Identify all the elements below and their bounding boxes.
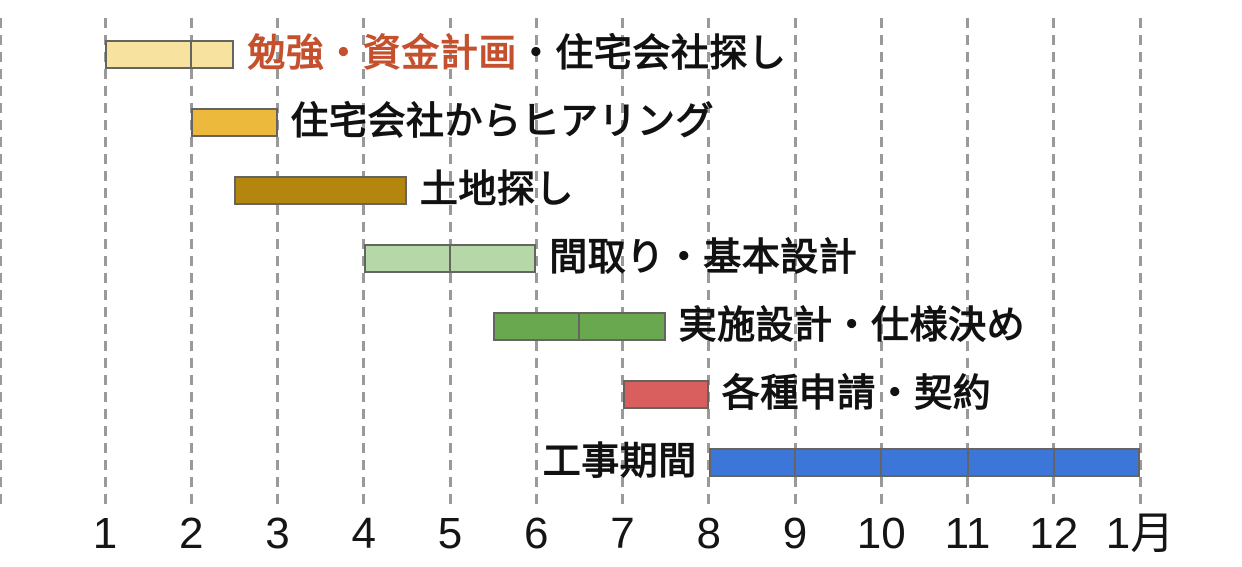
x-axis-tick-label: 6 <box>524 509 549 558</box>
x-axis-tick-label: 7 <box>610 509 635 558</box>
gridline-month-2 <box>189 18 193 508</box>
task-label-part: 勉強・資金計画 <box>247 33 517 75</box>
x-axis-tick-label: 9 <box>782 509 808 558</box>
bar-segment-divider <box>966 447 969 477</box>
gridline-month-11 <box>966 18 969 508</box>
x-axis-tick-label: 12 <box>1029 509 1079 558</box>
gridline-partial-left <box>0 18 2 508</box>
task-label-4: 間取り・基本設計 <box>549 237 858 279</box>
gridline-month-10 <box>879 18 883 508</box>
task-bar-6 <box>622 379 709 409</box>
gridline-month-12 <box>1052 18 1056 508</box>
gridline-month-7 <box>621 18 624 508</box>
gridline-month-9 <box>793 18 797 508</box>
task-label-3: 土地探し <box>419 169 574 211</box>
bar-segment-divider <box>794 447 796 477</box>
gridline-month-8 <box>707 18 711 508</box>
gridline-month-3 <box>276 18 279 508</box>
task-label-2: 住宅会社からヒアリング <box>290 101 715 143</box>
x-axis-tick-label: 1月 <box>1105 509 1175 558</box>
task-label-7: 工事期間 <box>542 441 697 483</box>
task-label-part: ・住宅会社探し <box>516 33 787 75</box>
x-axis-tick-label: 8 <box>696 509 721 558</box>
bar-segment-divider <box>1052 447 1055 477</box>
x-axis-tick-label: 2 <box>179 509 204 558</box>
bar-segment-divider <box>880 447 883 477</box>
x-axis-tick-label: 4 <box>351 509 376 558</box>
x-axis-tick-label: 10 <box>856 509 906 558</box>
gridline-month-1月 <box>1138 18 1142 508</box>
x-axis-tick-label: 5 <box>437 509 463 558</box>
task-label-5: 実施設計・仕様決め <box>678 305 1026 347</box>
task-bar-5 <box>493 311 666 341</box>
x-axis-tick-label: 11 <box>944 509 991 558</box>
bar-segment-divider <box>449 243 451 273</box>
x-axis-tick-label: 1 <box>92 509 118 558</box>
gridline-month-1 <box>103 18 107 508</box>
task-label-6: 各種申請・契約 <box>721 373 992 415</box>
bar-segment-divider <box>578 311 581 341</box>
x-axis-tick-label: 3 <box>265 509 290 558</box>
gridline-month-6 <box>534 18 538 508</box>
task-bar-7 <box>708 447 1140 477</box>
task-bar-3 <box>234 175 407 205</box>
task-bar-4 <box>363 243 537 273</box>
task-bar-1 <box>105 39 235 69</box>
bar-segment-divider <box>190 39 193 69</box>
task-label-1: 勉強・資金計画・住宅会社探し <box>247 35 786 73</box>
task-bar-2 <box>191 107 278 137</box>
